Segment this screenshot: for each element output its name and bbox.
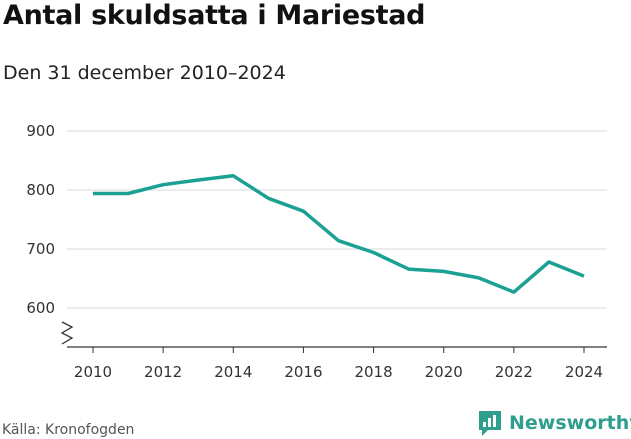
y-tick-label: 600 [26,299,55,317]
brand-name: Newsworthy [509,412,631,434]
source-note: Källa: Kronofogden [2,422,135,438]
x-tick-label: 2012 [144,363,182,381]
y-tick-label: 800 [26,181,55,199]
data-point [231,174,235,178]
series-line [93,174,585,294]
x-tick-label: 2020 [425,363,463,381]
chart-subtitle: Den 31 december 2010–2024 [3,62,286,84]
data-point [337,239,341,243]
data-point [161,183,165,187]
data-point [582,274,586,278]
data-point [477,276,481,280]
data-point [407,267,411,271]
data-point [547,260,551,264]
data-point [442,269,446,273]
chart-title: Antal skuldsatta i Mariestad [3,0,426,31]
data-point [91,192,95,196]
newsworthy-logo-icon [479,411,501,436]
x-tick-label: 2010 [74,363,112,381]
x-tick-label: 2014 [214,363,252,381]
axis-break-icon [60,321,74,345]
data-point [301,209,305,213]
x-tick-label: 2018 [354,363,392,381]
y-tick-label: 900 [26,122,55,140]
x-tick-label: 2024 [565,363,603,381]
y-tick-label: 700 [26,240,55,258]
data-point [512,290,516,294]
brand-logo: Newsworthy [477,408,631,438]
data-point [266,196,270,200]
x-tick-label: 2016 [284,363,322,381]
data-point [126,192,130,196]
x-tick-label: 2022 [495,363,533,381]
data-point [196,178,200,182]
data-point [372,251,376,255]
